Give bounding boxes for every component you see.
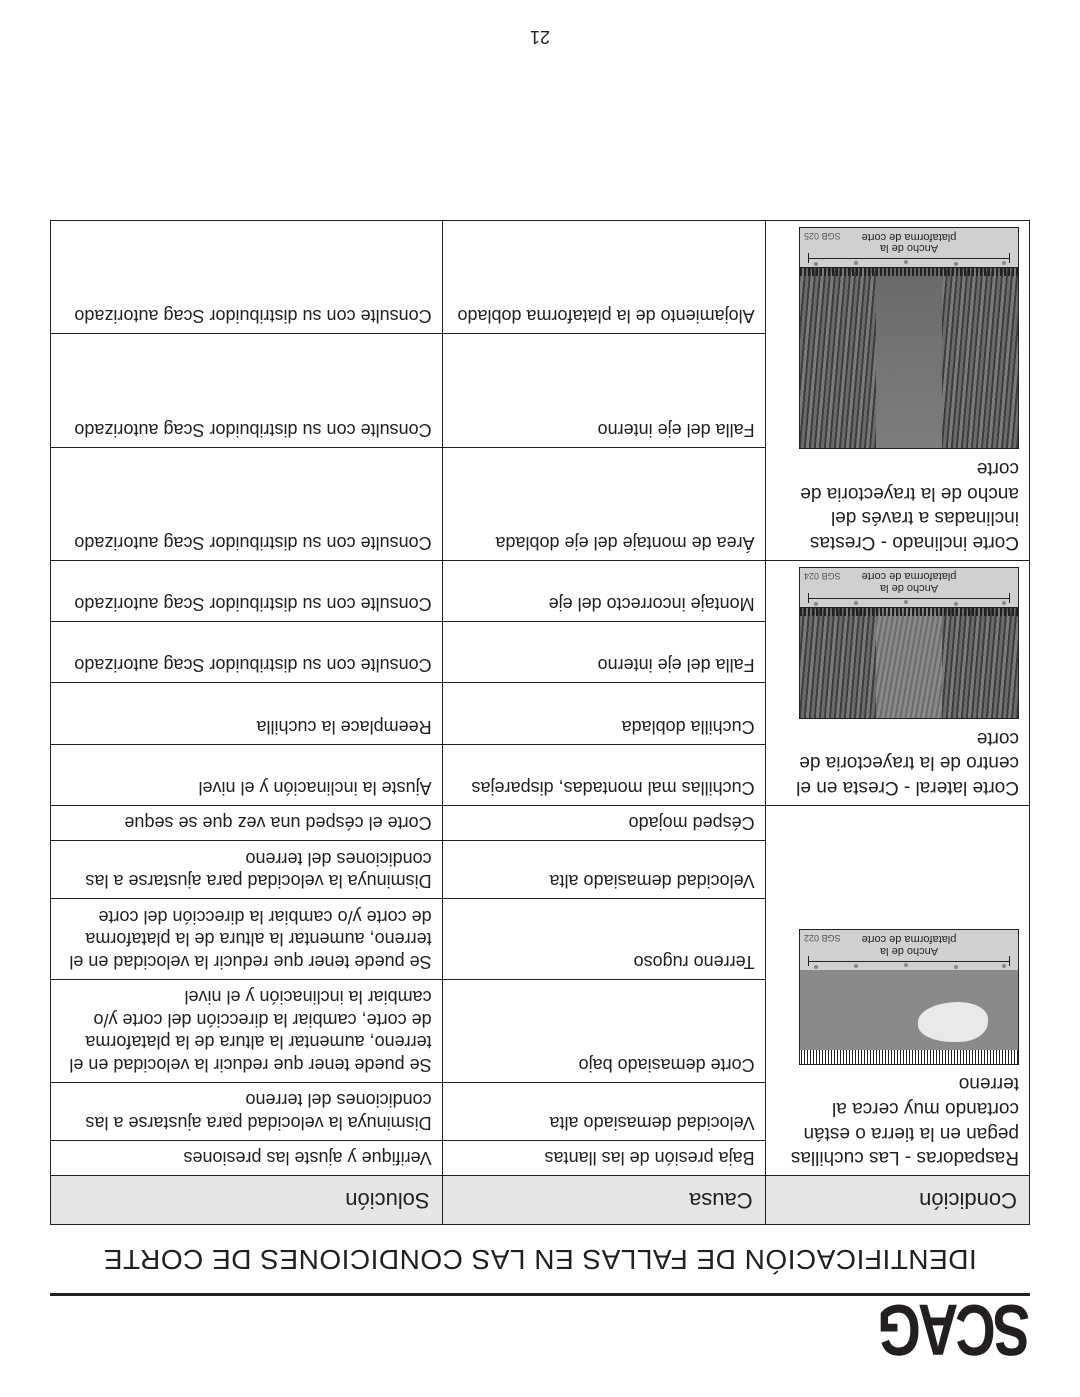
page-number: 21: [0, 26, 1080, 47]
condition-text: Raspadoras - Las cuchillas pegan en la t…: [776, 1071, 1019, 1170]
solution-cell: Se puede tener que reducir la velocidad …: [51, 980, 443, 1083]
solution-cell: Consulte con su distribuidor Scag autori…: [51, 447, 443, 560]
cause-cell: Área de montaje del eje doblada: [442, 447, 765, 560]
solution-cell: Consulte con su distribuidor Scag autori…: [51, 560, 443, 621]
solution-cell: Reemplace la cuchilla: [51, 683, 443, 744]
diagram-side-cut: Ancho de laplataforma de corteSGB 024: [799, 567, 1019, 719]
cause-cell: Velocidad demasiado alta: [442, 841, 765, 899]
cause-cell: Falla del eje interno: [442, 622, 765, 683]
solution-cell: Consulte con su distribuidor Scag autori…: [51, 334, 443, 447]
col-cause: Causa: [442, 1176, 765, 1225]
troubleshooting-table: Condición Causa Solución Raspadoras - La…: [50, 220, 1030, 1225]
col-solution: Solución: [51, 1176, 443, 1225]
diagram-sloped-cut: Ancho de laplataforma de corteSGB 025: [799, 227, 1019, 449]
col-condition: Condición: [765, 1176, 1029, 1225]
condition-cell: Raspadoras - Las cuchillas pegan en la t…: [765, 806, 1029, 1177]
condition-text: Corte lateral - Cresta en el centro de l…: [776, 725, 1019, 799]
cause-cell: Alojamiento de la plataforma doblado: [442, 221, 765, 334]
solution-cell: Disminuya la velocidad para ajustarse a …: [51, 841, 443, 899]
solution-cell: Ajuste la inclinación y el nivel: [51, 744, 443, 805]
cause-cell: Falla del eje interno: [442, 334, 765, 447]
solution-cell: Consulte con su distribuidor Scag autori…: [51, 221, 443, 334]
solution-cell: Disminuya la velocidad para ajustarse a …: [51, 1083, 443, 1141]
diagram-scalping: Ancho de laplataforma de corteSGB 022: [799, 929, 1019, 1065]
page-title: IDENTIFICACIÓN DE FALLAS EN LAS CONDICIO…: [50, 1243, 1030, 1275]
cause-cell: Velocidad demasiado alta: [442, 1083, 765, 1141]
solution-cell: Corte el césped una vez que se seque: [51, 806, 443, 842]
brand-logo: SCAG: [50, 1288, 1030, 1373]
cause-cell: Cuchilla doblada: [442, 683, 765, 744]
cause-cell: Césped mojado: [442, 806, 765, 842]
cause-cell: Montaje incorrecto del eje: [442, 560, 765, 621]
cause-cell: Baja presión de las llantas: [442, 1141, 765, 1177]
solution-cell: Consulte con su distribuidor Scag autori…: [51, 622, 443, 683]
cause-cell: Terreno rugoso: [442, 899, 765, 980]
condition-cell: Corte lateral - Cresta en el centro de l…: [765, 560, 1029, 805]
cause-cell: Cuchillas mal montadas, disparejas: [442, 744, 765, 805]
cause-cell: Corte demasiado bajo: [442, 980, 765, 1083]
condition-cell: Corte inclinado - Crestas inclinadas a t…: [765, 221, 1029, 561]
condition-text: Corte inclinado - Crestas inclinadas a t…: [776, 455, 1019, 554]
solution-cell: Se puede tener que reducir la velocidad …: [51, 899, 443, 980]
solution-cell: Verifique y ajuste las presiones: [51, 1141, 443, 1177]
